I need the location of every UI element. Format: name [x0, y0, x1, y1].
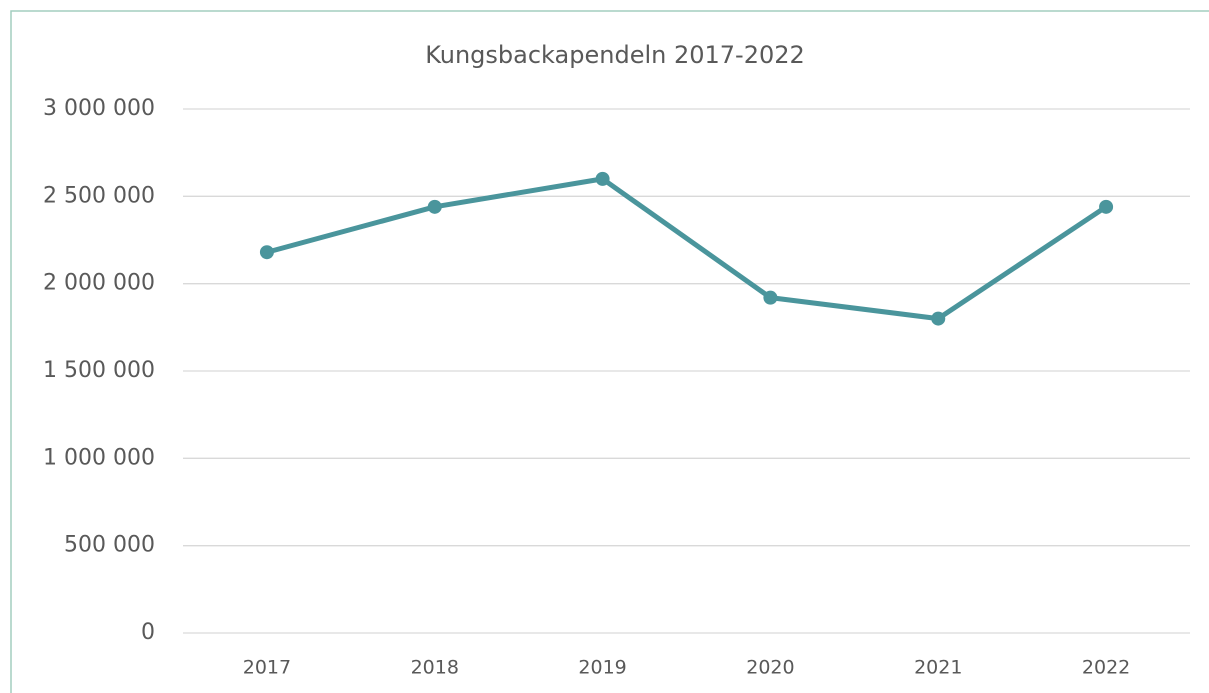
x-tick-label: 2021 [914, 657, 962, 679]
y-tick-label: 0 [141, 620, 155, 645]
point [595, 171, 610, 186]
chart-title: Kungsbackapendeln 2017-2022 [425, 41, 805, 69]
x-tick-label: 2019 [578, 657, 626, 679]
point [259, 245, 274, 260]
y-tick-label: 3 000 000 [43, 96, 155, 121]
y-tick-label: 1 000 000 [43, 445, 155, 470]
y-tick-label: 1 500 000 [43, 358, 155, 383]
y-tick-label: 2 500 000 [43, 183, 155, 208]
x-tick-label: 2020 [746, 657, 794, 679]
x-tick-label: 2018 [411, 657, 459, 679]
line [266, 176, 1108, 322]
y-tick-label: 500 000 [64, 533, 155, 558]
x-tick-label: 2017 [243, 657, 291, 679]
point [763, 290, 778, 305]
point [1099, 199, 1114, 214]
point [931, 311, 946, 326]
x-tick-label: 2022 [1082, 657, 1130, 679]
y-tick-label: 2 000 000 [43, 271, 155, 296]
chart-border [10, 10, 1209, 693]
point [427, 199, 442, 214]
